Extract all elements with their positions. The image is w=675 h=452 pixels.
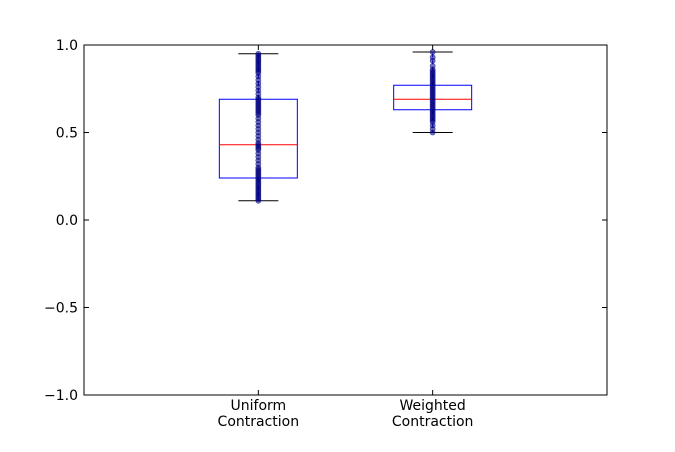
data-points: [429, 49, 436, 136]
plot-marks: [218, 49, 473, 204]
data-point: [429, 49, 436, 55]
y-axis: −1.0 −0.5 0.0 0.5 1.0: [44, 38, 607, 404]
y-tick-label: 0.0: [56, 213, 78, 229]
box-group-2: [393, 49, 473, 136]
box-group-1: [218, 50, 298, 204]
y-tick-label: 0.5: [56, 126, 78, 142]
x-tick-label-line1: Uniform: [231, 398, 287, 414]
y-tick-label: −0.5: [44, 301, 78, 317]
y-tick-label: 1.0: [56, 38, 78, 54]
data-points: [255, 50, 262, 204]
x-tick-label-line2: Contraction: [218, 414, 300, 430]
x-tick-label-line1: Weighted: [400, 398, 466, 414]
data-point: [429, 54, 436, 61]
x-tick-label-line2: Contraction: [392, 414, 474, 430]
data-point: [255, 50, 262, 57]
plot-frame: [83, 44, 608, 396]
data-point: [429, 63, 436, 69]
y-tick-label: −1.0: [44, 388, 78, 404]
